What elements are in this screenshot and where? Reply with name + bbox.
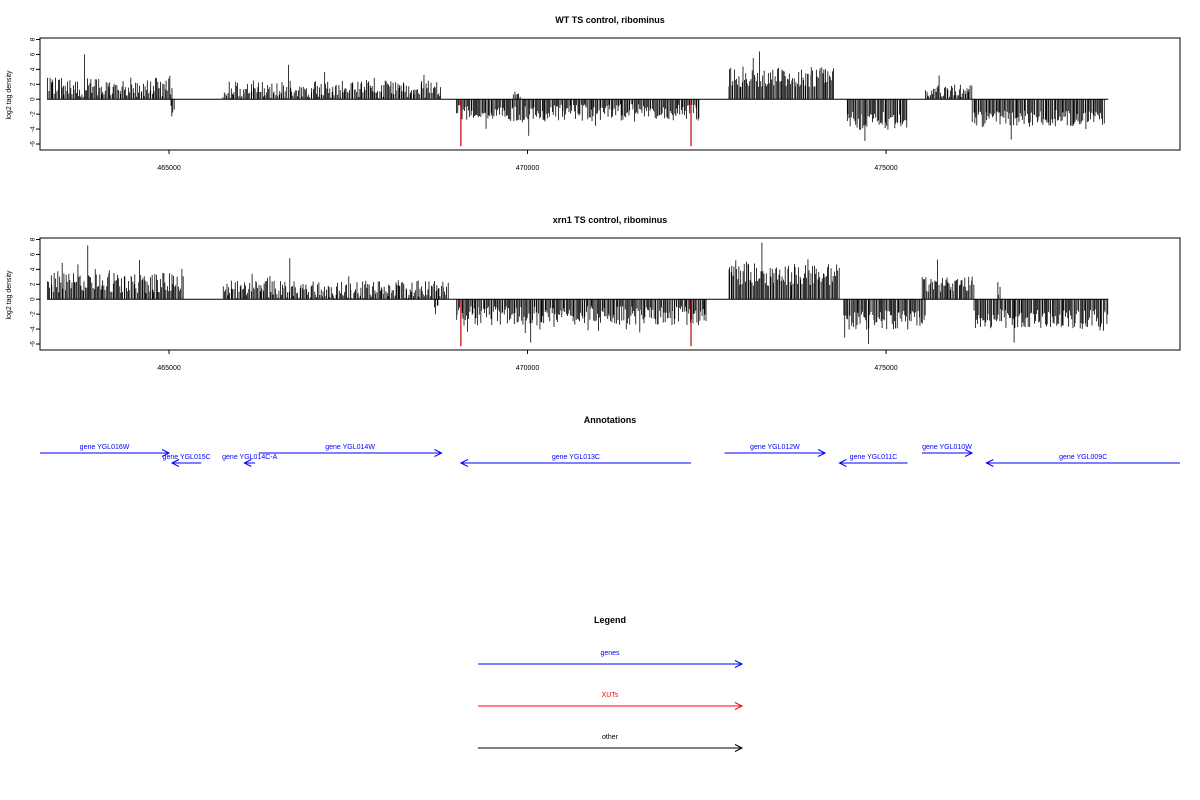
legend-arrowhead xyxy=(734,660,744,668)
annotation-label: gene YGL009C xyxy=(1059,454,1107,461)
wt-y-tick-label: 8 xyxy=(30,37,37,41)
annotation-arrowhead xyxy=(161,449,171,457)
legend-title: Legend xyxy=(594,615,626,625)
xrn1-y-tick-label: 8 xyxy=(30,237,37,241)
wt-x-tick-label: 465000 xyxy=(157,165,180,172)
wt-y-tick-label: -6 xyxy=(30,141,37,147)
legend-arrowhead xyxy=(734,744,744,752)
annotation-arrowhead xyxy=(170,459,180,467)
xrn1-track-title: xrn1 TS control, ribominus xyxy=(553,215,668,225)
annotation-label: gene YGL014W xyxy=(325,444,375,451)
wt-y-tick-label: -2 xyxy=(30,111,37,117)
annotation-label: gene YGL012W xyxy=(750,444,800,451)
annotation-arrowhead xyxy=(838,459,847,467)
xrn1-y-tick-label: 6 xyxy=(30,252,37,256)
annotation-label: gene YGL010W xyxy=(922,444,972,451)
wt-x-axis: 465000 470000 475000 xyxy=(157,150,898,172)
wt-x-tick-label: 475000 xyxy=(874,165,897,172)
xrn1-bars xyxy=(47,242,1109,345)
legend-label: XUTs xyxy=(602,692,619,699)
xrn1-y-tick-label: -6 xyxy=(30,341,37,347)
wt-y-tick-label: -4 xyxy=(30,126,37,132)
wt-track-title: WT TS control, ribominus xyxy=(555,15,665,25)
xrn1-x-axis: 465000 470000 475000 xyxy=(157,350,898,372)
annotation-arrowhead xyxy=(434,449,443,457)
wt-plot-frame xyxy=(39,37,1181,151)
xrn1-y-tick-label: 2 xyxy=(30,282,37,286)
annotation-arrowhead xyxy=(964,449,974,457)
annotation-arrowhead xyxy=(459,459,469,467)
wt-y-tick-label: 4 xyxy=(30,67,37,71)
annotation-label: gene YGL014C-A xyxy=(222,454,277,461)
annotation-arrowhead xyxy=(243,459,252,467)
wt-y-tick-label: 0 xyxy=(30,97,37,101)
annotation-arrowhead xyxy=(985,459,994,467)
wt-x-tick-label: 470000 xyxy=(516,165,539,172)
annotation-label: gene YGL011C xyxy=(850,454,898,461)
xrn1-highlight-bars xyxy=(460,299,692,347)
xrn1-y-tick-label: 0 xyxy=(30,297,37,301)
legend-label: genes xyxy=(600,650,620,657)
wt-bars xyxy=(47,51,1105,142)
xrn1-x-tick-label: 465000 xyxy=(157,365,180,372)
annotation-label: gene YGL015C xyxy=(163,454,211,461)
legend-entries: genes XUTs other xyxy=(478,650,744,752)
wt-y-axis: 8 6 4 2 0 -2 -4 -6 xyxy=(30,37,40,147)
xrn1-y-axis-label: log2 tag density xyxy=(6,270,13,320)
wt-y-axis-label: log2 tag density xyxy=(6,70,13,120)
annotation-arrowhead xyxy=(817,449,827,457)
xrn1-plot-frame xyxy=(39,237,1181,351)
wt-highlight-bars xyxy=(460,99,692,147)
legend-arrowhead xyxy=(734,702,744,710)
annotation-label: gene YGL016W xyxy=(80,444,130,451)
annotations-title: Annotations xyxy=(584,415,637,425)
xrn1-y-tick-label: 4 xyxy=(30,267,37,271)
xrn1-y-tick-label: -4 xyxy=(30,326,37,332)
wt-y-tick-label: 6 xyxy=(30,52,37,56)
xrn1-track-panel: xrn1 TS control, ribominus log2 tag dens… xyxy=(6,215,1181,372)
annotation-label: gene YGL013C xyxy=(552,454,600,461)
legend-panel: Legend genes XUTs other xyxy=(478,615,744,752)
xrn1-x-tick-label: 475000 xyxy=(874,365,897,372)
xrn1-y-tick-label: -2 xyxy=(30,311,37,317)
xrn1-x-tick-label: 470000 xyxy=(516,365,539,372)
legend-label: other xyxy=(602,734,619,741)
xrn1-y-axis: 8 6 4 2 0 -2 -4 -6 xyxy=(30,237,40,347)
wt-y-tick-label: 2 xyxy=(30,82,37,86)
annotation-features: gene YGL016W gene YGL015C gene YGL014C-A ge… xyxy=(40,444,1180,467)
wt-track-panel: WT TS control, ribominus log2 tag densit… xyxy=(6,15,1181,172)
